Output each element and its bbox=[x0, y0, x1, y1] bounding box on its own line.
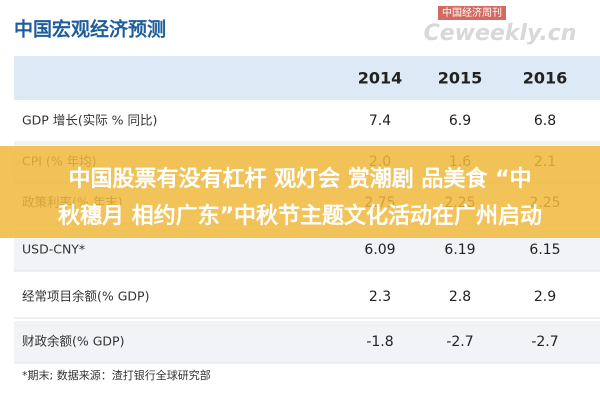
row-label: 财政余额(% GDP) bbox=[22, 334, 124, 349]
cell: 6.9 bbox=[449, 113, 471, 129]
column-header: 2014 bbox=[358, 69, 403, 88]
column-header: 2015 bbox=[438, 69, 483, 88]
cell: 7.4 bbox=[369, 113, 391, 129]
logo-top: 中国经济周刊 bbox=[442, 6, 502, 19]
logo-box bbox=[438, 6, 506, 20]
banner bbox=[0, 146, 600, 238]
cell: -1.8 bbox=[366, 334, 393, 350]
cell: 2.9 bbox=[534, 289, 556, 305]
banner-line: 秋穗月 相约广东”中秋节主题文化活动在广州启动 bbox=[58, 203, 542, 229]
cell: -2.7 bbox=[446, 334, 473, 350]
column-header: 2016 bbox=[523, 69, 568, 88]
cell: 6.8 bbox=[534, 113, 556, 129]
row-band bbox=[14, 321, 600, 363]
row-label: GDP 增长(实际 % 同比) bbox=[22, 113, 157, 128]
cell: -2.7 bbox=[531, 334, 558, 350]
cell: 6.15 bbox=[529, 242, 560, 258]
footnote: *期末; 数据来源：渣打银行全球研究部 bbox=[22, 368, 211, 382]
cell: 6.09 bbox=[364, 242, 395, 258]
header-row bbox=[14, 56, 600, 100]
row-label: 经常项目余额(% GDP) bbox=[22, 289, 149, 304]
logo-bottom: Ceweekly.cn bbox=[424, 21, 577, 46]
title: 中国宏观经济预测 bbox=[14, 18, 166, 41]
row-label: USD-CNY* bbox=[22, 242, 85, 257]
cell: 6.19 bbox=[444, 242, 475, 258]
cell: 2.3 bbox=[369, 289, 391, 305]
cell: 2.8 bbox=[449, 289, 471, 305]
banner-line: 中国股票有没有杠杆 观灯会 赏潮剧 品美食 “中 bbox=[68, 166, 531, 192]
